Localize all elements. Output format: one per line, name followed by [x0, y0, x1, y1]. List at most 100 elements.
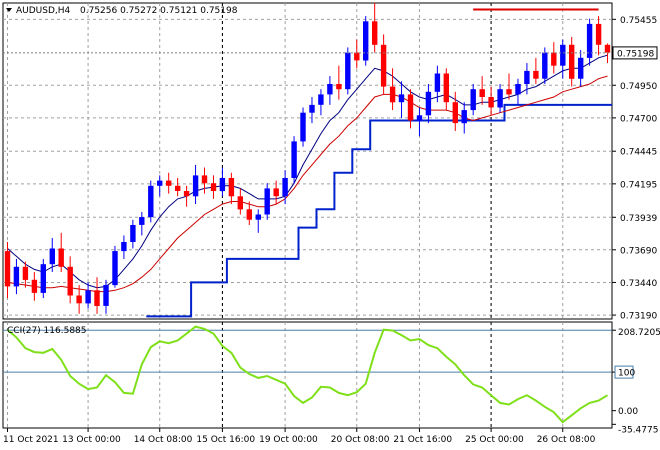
time-tick-label-4: 19 Oct 00:00: [259, 435, 318, 445]
candle-body-60: [542, 52, 548, 79]
time-tick-label-2: 14 Oct 08:00: [134, 435, 193, 445]
candle-body-0: [4, 251, 11, 287]
price-tick-label-2: 0.74700: [620, 114, 657, 124]
candle-body-17: [157, 180, 163, 186]
price-tick-label-5: 0.73939: [620, 214, 657, 224]
candle-body-3: [31, 279, 38, 293]
cci-tick-label-0: 208.7205: [618, 328, 660, 338]
candle-body-32: [291, 141, 297, 178]
trailing-stop-line: [146, 103, 612, 318]
price-tick-label-6: 0.73690: [620, 246, 657, 256]
time-tick-label-1: 13 Oct 00:00: [62, 435, 121, 445]
candle-body-55: [497, 89, 503, 108]
candle-body-27: [246, 209, 252, 220]
time-tick-label-5: 20 Oct 08:00: [331, 435, 390, 445]
candle-body-31: [282, 178, 288, 197]
current-price-tag: [612, 46, 658, 60]
cci-level-tag: [614, 365, 634, 379]
candle-body-5: [49, 248, 55, 265]
candle-body-44: [398, 94, 405, 103]
candle-body-61: [551, 52, 557, 66]
candle-body-22: [201, 175, 208, 184]
candle-body-16: [148, 185, 154, 218]
price-panel-frame: [2, 2, 613, 320]
trailing-stop-series: [146, 103, 612, 318]
candle-body-6: [58, 248, 64, 267]
candle-body-62: [560, 44, 566, 66]
candle-body-8: [76, 295, 82, 304]
cci-panel-frame: [2, 321, 613, 429]
candle-body-2: [22, 266, 29, 280]
candle-body-38: [345, 52, 351, 90]
time-tick-label-7: 25 Oct 00:00: [465, 435, 524, 445]
candle-body-1: [13, 266, 20, 287]
candle-body-40: [363, 21, 369, 61]
collapse-triangle-icon[interactable]: [6, 8, 12, 12]
candle-body-65: [586, 23, 593, 58]
cci-tick-label-1: 100: [618, 369, 635, 379]
candle-body-58: [524, 70, 530, 84]
candle-body-19: [175, 185, 181, 191]
candle-body-57: [515, 84, 521, 95]
candle-body-42: [380, 44, 387, 87]
candle-body-25: [228, 178, 235, 197]
price-axis: 0.75455 0.74950 0.74700 0.74445 0.74195 0.739…: [612, 16, 657, 322]
candle-body-56: [506, 89, 512, 95]
candle-body-20: [183, 191, 190, 197]
candle-body-34: [309, 104, 315, 113]
time-tick-label-8: 26 Oct 08:00: [537, 435, 596, 445]
price-tick-label-3: 0.74445: [620, 148, 657, 158]
cci-tick-label-2: 0.00: [618, 407, 638, 417]
current-price-label: 0.75198: [617, 49, 654, 59]
candle-body-39: [354, 52, 360, 61]
candle-body-13: [121, 242, 127, 252]
time-tick-label-6: 21 Oct 16:00: [393, 435, 452, 445]
cci-tick-label-3: -35.4775: [618, 425, 658, 435]
candle-body-59: [533, 70, 539, 79]
candle-body-9: [85, 290, 91, 304]
candle-body-54: [488, 97, 494, 108]
candle-body-10: [94, 290, 100, 306]
candle-body-51: [461, 110, 467, 124]
cci-label: CCI(27) 116.5885: [7, 326, 87, 336]
time-tick-label-0: 11 Oct 2021: [3, 435, 59, 445]
candle-body-63: [569, 44, 575, 79]
candle-body-41: [372, 21, 378, 45]
candle-body-4: [40, 264, 46, 293]
current-price-group: 0.75198: [3, 46, 658, 60]
candle-body-33: [300, 112, 306, 142]
cci-axis: 208.7205 100 0.00 -35.4775: [612, 328, 660, 435]
session-separators: [221, 3, 492, 428]
price-tick-label-0: 0.75455: [620, 16, 657, 26]
candle-body-35: [318, 94, 324, 105]
ohlc-readout: 0.75256 0.75272 0.75121 0.75198: [80, 6, 238, 16]
candle-body-50: [452, 102, 458, 124]
cci-line: [6, 325, 609, 424]
candle-body-15: [139, 217, 145, 225]
candle-body-14: [130, 225, 136, 242]
candle-body-18: [166, 180, 172, 186]
candle-body-12: [112, 251, 118, 286]
candle-body-11: [103, 285, 109, 306]
price-tick-label-8: 0.73190: [620, 312, 657, 322]
candle-body-48: [434, 73, 441, 92]
candle-body-23: [210, 183, 217, 191]
candle-body-36: [327, 84, 333, 95]
candle-body-26: [237, 196, 243, 210]
candle-body-47: [425, 91, 432, 116]
candle-body-66: [595, 23, 602, 45]
price-tick-label-7: 0.73440: [620, 279, 657, 289]
candle-body-49: [443, 73, 449, 103]
candle-body-64: [578, 57, 584, 79]
candle-body-53: [479, 89, 485, 97]
symbol-label: AUDUSD,H4: [16, 6, 71, 16]
time-axis: 11 Oct 2021 13 Oct 00:00 14 Oct 08:00 15 Oc…: [3, 428, 596, 445]
candle-body-21: [192, 175, 199, 197]
candle-body-24: [219, 178, 226, 192]
candle-body-46: [416, 115, 423, 121]
candle-body-52: [470, 89, 476, 111]
candle-body-45: [407, 94, 414, 121]
price-tick-label-1: 0.74950: [620, 82, 657, 92]
candle-body-29: [264, 188, 270, 215]
